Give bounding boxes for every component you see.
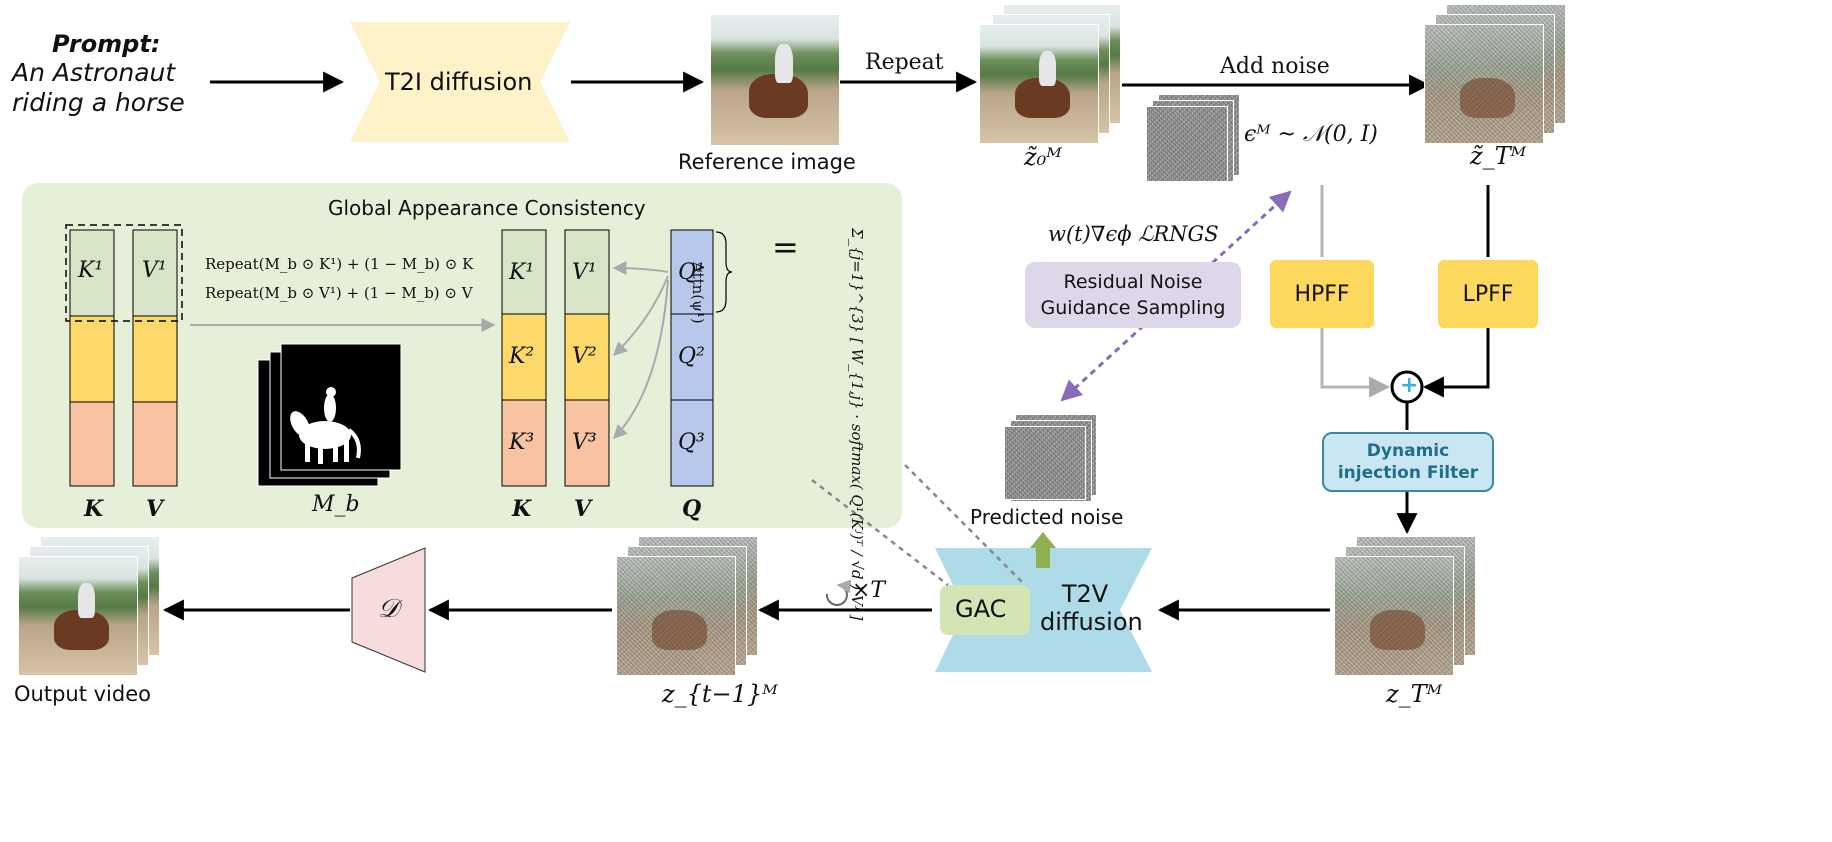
t2v-shape — [935, 548, 1152, 672]
q-cell-1: Q¹ — [678, 260, 705, 285]
dif-line1: Dynamic — [1366, 441, 1450, 461]
mask-label: M_b — [312, 492, 360, 517]
hpff-label: HPFF — [1294, 281, 1350, 307]
t2v-line2: diffusion — [1040, 608, 1143, 636]
rngs-line1: Residual Noise — [1063, 271, 1203, 293]
zt1-label: z_{t−1}ᴹ — [662, 680, 778, 708]
mask-silhouette — [290, 387, 361, 464]
prompt-line2: riding a horse — [12, 88, 185, 117]
z0-label: z̃₀ᴹ — [1024, 143, 1062, 171]
predicted-noise-label: Predicted noise — [970, 505, 1124, 529]
gac-box-shape — [940, 585, 1030, 635]
attn-formula: Σ_{j=1}^{3} [ W_{1,j} · softmax( Q¹(Kʲ)ᵀ… — [848, 228, 866, 621]
left-v1: V¹ — [142, 258, 167, 283]
decoder-shape — [351, 547, 426, 673]
v-cell-1: V¹ — [572, 260, 597, 285]
up-arrow — [1030, 532, 1056, 568]
t2i-shape — [350, 22, 570, 142]
v-cell-3: V³ — [572, 430, 597, 455]
guidance-eq: w(t)∇ϵϕ ℒRNGS — [1048, 222, 1219, 246]
loop-label: ×T — [852, 578, 886, 603]
attn-label: Attn(ψ¹) — [689, 262, 707, 324]
q-cell-2: Q² — [678, 344, 705, 369]
reference-caption: Reference image — [678, 150, 856, 174]
dif-box: Dynamic injection Filter — [1322, 432, 1494, 492]
rngs-box: Residual Noise Guidance Sampling — [1025, 262, 1241, 328]
z0-frame-1 — [979, 24, 1099, 144]
t2i-label: T2I diffusion — [385, 68, 533, 96]
q-label: Q — [682, 496, 702, 522]
gac-panel-title: Global Appearance Consistency — [328, 196, 646, 220]
v-cell-2: V² — [572, 344, 597, 369]
output-caption: Output video — [14, 682, 151, 706]
k-cell-1: K¹ — [509, 260, 535, 285]
lpff-box: LPFF — [1438, 260, 1538, 328]
diagram-shapes — [22, 22, 1490, 673]
zt1-frame-1 — [616, 556, 736, 676]
right-k-label: K — [512, 496, 532, 522]
gac-box-label: GAC — [955, 595, 1007, 623]
prompt-line1: An Astronaut — [12, 58, 176, 87]
k-cell-3: K³ — [509, 430, 535, 455]
dif-line2: injection Filter — [1337, 463, 1479, 483]
lpff-label: LPFF — [1462, 281, 1514, 307]
repeat-label: Repeat — [865, 50, 944, 75]
output-frame-1 — [18, 556, 138, 676]
k-cell-2: K² — [509, 344, 535, 369]
loop-icon — [825, 579, 852, 606]
t2v-label: T2V diffusion — [1040, 580, 1143, 636]
t2v-line1: T2V — [1061, 580, 1109, 608]
reference-image — [710, 14, 840, 146]
formula-v: Repeat(M_b ⊙ V¹) + (1 − M_b) ⊙ V — [205, 284, 473, 302]
left-k-label: K — [84, 496, 104, 522]
method-diagram: { "prompt": { "heading": "Prompt:", "lin… — [12, 4, 1566, 708]
q-cell-3: Q³ — [678, 430, 705, 455]
equals-sign: = — [772, 228, 799, 266]
hpff-box: HPFF — [1270, 260, 1374, 328]
add-noise-label: Add noise — [1220, 54, 1330, 79]
zT-tilde-frame-1 — [1424, 24, 1544, 144]
pred-noise-1 — [1004, 426, 1086, 500]
decoder-label: 𝒟 — [378, 594, 399, 624]
zT-tilde-label: z̃_Tᴹ — [1470, 142, 1527, 170]
formula-k: Repeat(M_b ⊙ K¹) + (1 − M_b) ⊙ K — [205, 255, 474, 273]
prompt-heading: Prompt: — [52, 30, 161, 58]
left-v-label: V — [146, 496, 164, 522]
zT-label: z_Tᴹ — [1386, 680, 1443, 708]
rngs-line2: Guidance Sampling — [1040, 297, 1226, 319]
zT-frame-1 — [1334, 556, 1454, 676]
noise-eq: ϵᴹ ~ 𝒩(0, I) — [1244, 122, 1378, 147]
plus-label: + — [1400, 373, 1419, 398]
right-v-label: V — [574, 496, 592, 522]
left-k1: K¹ — [78, 258, 104, 283]
eps-noise-1 — [1146, 106, 1228, 182]
